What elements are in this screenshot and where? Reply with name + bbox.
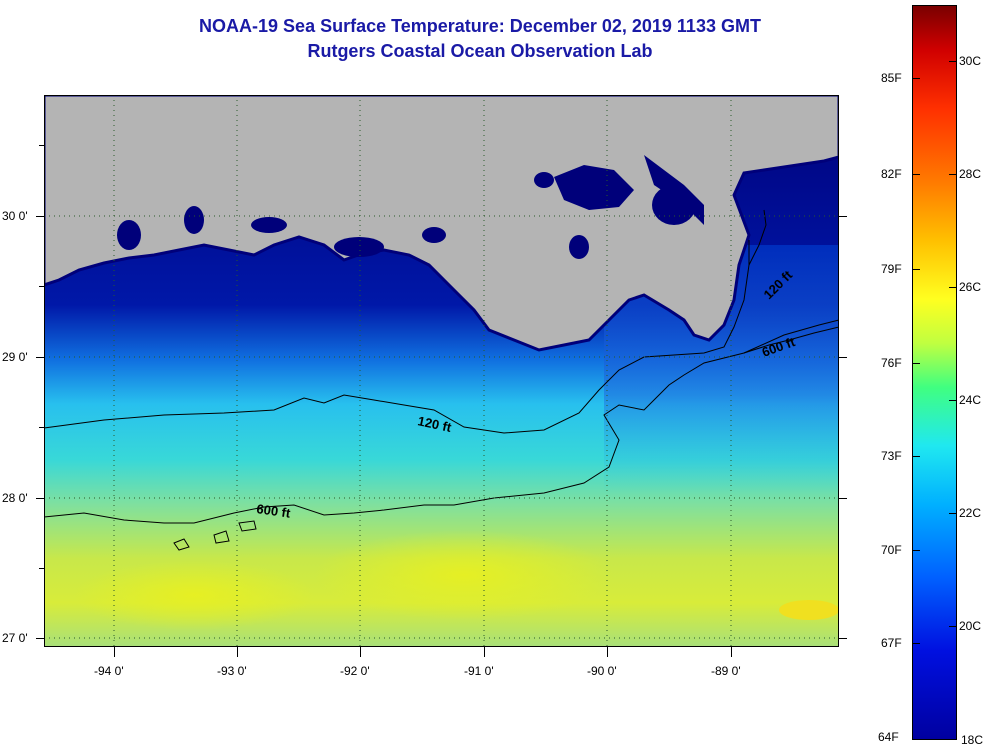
lon-label-89: -89 0': [711, 664, 741, 678]
contour-120ft-east: [748, 209, 767, 266]
colorbar-label-24c: 24C: [959, 393, 982, 407]
lon-label-90: -90 0': [587, 664, 617, 678]
colorbar-label-64f: 64F: [878, 730, 899, 744]
lake-east: [422, 227, 446, 243]
contour-islands: [173, 520, 257, 551]
vermilion-bay: [334, 237, 384, 257]
contour-600ft-east: [743, 326, 840, 354]
mississippi-sound: [644, 155, 704, 225]
colorbar-label-70f: 70F: [881, 543, 902, 557]
contour-label-600ft: 600 ft: [256, 501, 292, 521]
lon-label-91: -91 0': [464, 664, 494, 678]
colorbar-label-73f: 73F: [881, 449, 902, 463]
colorbar-label-76f: 76F: [881, 356, 902, 370]
map-frame: [44, 95, 839, 647]
lon-label-94: -94 0': [94, 664, 124, 678]
land-mass: [42, 93, 841, 352]
contour-120ft-west: [43, 240, 750, 434]
colorbar-label-67f: 67F: [881, 636, 902, 650]
lat-label-27: 27 0': [2, 631, 28, 645]
map-subtitle: Rutgers Coastal Ocean Observation Lab: [307, 41, 653, 61]
calcasieu-lake: [117, 220, 141, 250]
colorbar-label-20c: 20C: [959, 619, 982, 633]
colorbar-label-30c: 30C: [959, 54, 982, 68]
map-title: NOAA-19 Sea Surface Temperature: Decembe…: [199, 16, 761, 36]
warm-spot-east: [779, 600, 839, 620]
colorbar-label-82f: 82F: [881, 167, 902, 181]
contour-label-120ft: 120 ft: [416, 413, 453, 435]
lat-label-28: 28 0': [2, 491, 28, 505]
lake-west: [184, 206, 204, 234]
colorbar-label-28c: 28C: [959, 167, 982, 181]
lake-maurepas: [534, 172, 554, 188]
warm-patch: [314, 530, 614, 620]
sst-map: 120 ft 600 ft 120 ft 600 ft: [42, 93, 841, 647]
sst-map-canvas: 120 ft 600 ft 120 ft 600 ft: [42, 93, 841, 647]
lake-pontchartrain: [554, 165, 634, 210]
lat-label-29: 29 0': [2, 350, 28, 364]
white-lake: [251, 217, 287, 233]
contour-600ft-west: [43, 319, 840, 524]
colorbar-label-79f: 79F: [881, 262, 902, 276]
colorbar-label-85f: 85F: [881, 71, 902, 85]
colorbar-label-22c: 22C: [959, 506, 982, 520]
colorbar-label-26c: 26C: [959, 280, 982, 294]
lon-label-93: -93 0': [217, 664, 247, 678]
lat-label-30: 30 0': [2, 209, 28, 223]
colorbar-label-18c: 18C: [961, 733, 984, 747]
warm-patch-west: [74, 560, 314, 630]
temperature-colorbar: [912, 5, 957, 740]
lake-salvador: [569, 235, 589, 259]
graticule: [44, 95, 839, 647]
lon-label-92: -92 0': [340, 664, 370, 678]
